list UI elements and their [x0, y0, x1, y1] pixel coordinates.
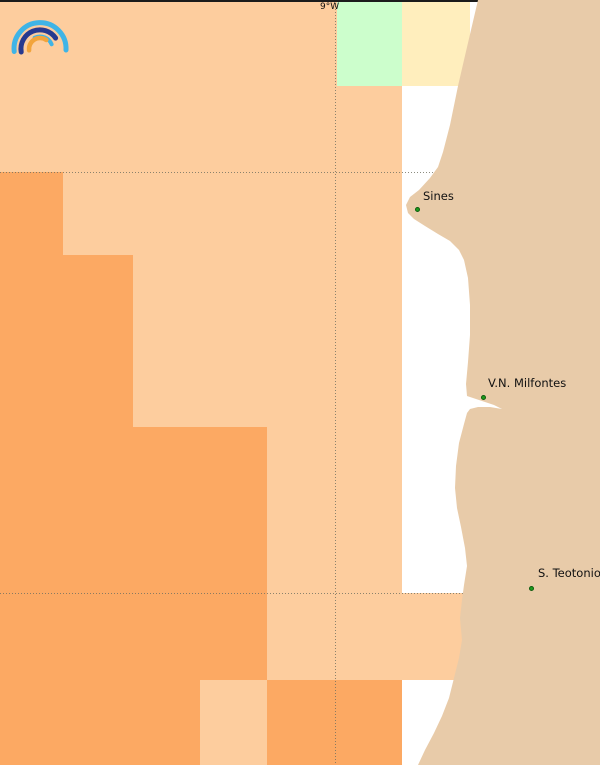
- gridline-parallel: [0, 593, 464, 594]
- logo-arc-navy: [18, 27, 59, 55]
- landmass: [406, 0, 600, 765]
- map-cell-peach: [133, 255, 337, 427]
- map-cell-cream: [402, 0, 470, 86]
- map-cell-peach: [402, 593, 463, 680]
- map-cell-orange: [133, 427, 267, 680]
- map-cell-green: [337, 0, 402, 86]
- map-cell-peach: [63, 172, 337, 255]
- gridline-parallel: [0, 172, 436, 173]
- town-marker: [529, 586, 534, 591]
- town-marker: [415, 207, 420, 212]
- town-label: V.N. Milfontes: [488, 376, 567, 390]
- map-cell-peach: [337, 86, 402, 680]
- rainbow-arcs-logo: [7, 8, 77, 60]
- map-cell-peach: [267, 427, 337, 680]
- gridline-meridian: [335, 0, 336, 765]
- meridian-label: 9°W: [320, 2, 340, 12]
- map-cell-orange: [63, 255, 133, 680]
- logo-arc-outer-cyan: [11, 20, 69, 54]
- map-cell-peach: [200, 680, 267, 765]
- town-label: Sines: [423, 189, 454, 203]
- town-label: S. Teotonio: [538, 566, 600, 580]
- map-cell-orange: [0, 172, 63, 680]
- map-frame-top-edge: [0, 0, 478, 2]
- logo-svg: [11, 20, 69, 55]
- map-cell-orange: [267, 680, 402, 765]
- town-marker: [481, 395, 486, 400]
- map-cell-orange: [0, 680, 200, 765]
- logo-arc-amber: [26, 35, 49, 53]
